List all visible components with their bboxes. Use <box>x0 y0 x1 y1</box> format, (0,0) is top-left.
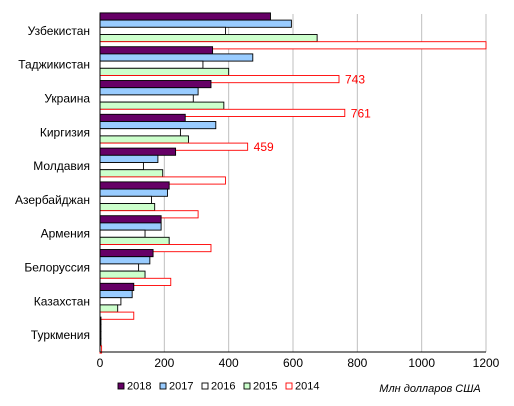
bar-4-2017 <box>99 154 159 163</box>
category-label: Азербайджан <box>15 193 90 207</box>
bar-5-2016 <box>99 195 152 204</box>
bar-2-2015 <box>99 101 225 110</box>
x-tick-label: 1000 <box>408 356 435 370</box>
bar-8-2018 <box>99 282 135 291</box>
legend-swatch-2014 <box>285 382 293 390</box>
category-label: Узбекистан <box>28 24 90 38</box>
bar-3-2016 <box>99 128 181 137</box>
bar-6-2018 <box>99 215 162 224</box>
bar-4-2016 <box>99 162 144 171</box>
category-label: Украина <box>44 92 90 106</box>
bar-0-2017 <box>99 19 292 28</box>
legend-swatch-2016 <box>201 382 209 390</box>
bar-2-2016 <box>99 94 194 103</box>
category-label: Таджикистан <box>18 58 90 72</box>
x-tick-labels: 0 200 400 600 800 1000 1200 <box>97 356 500 370</box>
category-labels: Узбекистан Таджикистан Украина Киргизия Молд… <box>15 24 90 342</box>
bar-8-2015 <box>99 304 119 313</box>
category-label: Туркмения <box>31 328 90 342</box>
bar-0-2018 <box>99 12 271 21</box>
bar-5-2018 <box>99 181 170 190</box>
legend: 2018 2017 2016 2015 2014 <box>117 381 319 393</box>
bar-1-2017 <box>99 53 254 62</box>
bar-3-2018 <box>99 113 186 122</box>
bar-7-2015 <box>99 270 146 279</box>
axes <box>99 14 486 353</box>
x-tick-label: 0 <box>97 356 104 370</box>
bar-7-2017 <box>99 256 151 265</box>
bar-5-2015 <box>99 203 156 212</box>
x-tick-label: 1200 <box>473 356 500 370</box>
legend-swatch-2018 <box>117 382 125 390</box>
legend-swatch-2015 <box>243 382 251 390</box>
x-tick-label: 600 <box>283 356 303 370</box>
category-label: Молдавия <box>33 159 90 173</box>
bar-5-2017 <box>99 188 169 197</box>
bar-6-2017 <box>99 222 162 231</box>
bar-0-2016 <box>99 26 226 35</box>
data-labels: 743 761 459 <box>254 73 371 155</box>
category-label: Армения <box>41 227 90 241</box>
bar-6-2015 <box>99 236 170 245</box>
bar-7-2018 <box>99 249 154 258</box>
legend-label: 2016 <box>211 381 235 393</box>
category-label: Белоруссия <box>24 261 90 275</box>
bar-0-2015 <box>99 34 318 43</box>
x-tick-label: 800 <box>347 356 367 370</box>
bar-4-2015 <box>99 169 164 178</box>
data-label: 761 <box>351 106 371 120</box>
legend-label: 2015 <box>253 381 277 393</box>
bar-3-2017 <box>99 121 217 130</box>
bar-8-2014 <box>99 311 135 320</box>
bar-2-2017 <box>99 87 199 96</box>
bar-1-2015 <box>99 67 230 76</box>
x-axis-label: Млн долларов США <box>379 383 480 395</box>
legend-label: 2014 <box>295 381 319 393</box>
bars <box>99 12 487 354</box>
bar-8-2016 <box>99 297 122 306</box>
bar-2-2018 <box>99 80 212 89</box>
bar-6-2016 <box>99 229 146 238</box>
category-label: Киргизия <box>40 125 90 139</box>
bar-1-2016 <box>99 60 204 69</box>
category-label: Казахстан <box>34 294 90 308</box>
legend-label: 2018 <box>127 381 151 393</box>
bar-3-2015 <box>99 135 189 144</box>
bar-1-2018 <box>99 46 214 55</box>
data-label: 743 <box>345 73 365 87</box>
x-tick-label: 400 <box>219 356 239 370</box>
data-label: 459 <box>254 140 274 154</box>
x-tick-label: 200 <box>154 356 174 370</box>
legend-swatch-2017 <box>159 382 167 390</box>
bar-8-2017 <box>99 290 133 299</box>
legend-label: 2017 <box>169 381 193 393</box>
bar-4-2018 <box>99 147 177 156</box>
bar-7-2016 <box>99 263 140 272</box>
